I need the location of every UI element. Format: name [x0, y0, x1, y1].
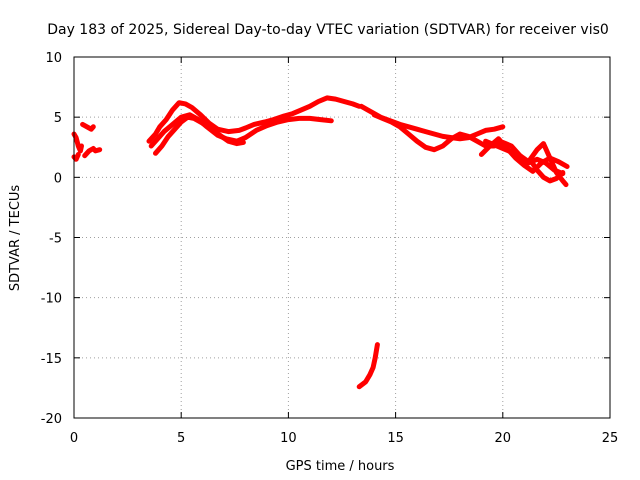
x-tick-label: 10 — [280, 431, 297, 446]
x-tick-label: 25 — [602, 431, 619, 446]
series-seg-early-b — [71, 152, 81, 162]
series-seg-f — [483, 138, 569, 188]
y-tick-label: 5 — [54, 111, 62, 126]
series-seg-outlier — [356, 342, 380, 390]
series-seg-c — [153, 114, 246, 156]
y-tick-label: 0 — [54, 171, 62, 186]
x-tick-label: 5 — [177, 431, 185, 446]
x-tick-label: 15 — [387, 431, 404, 446]
y-tick-label: -5 — [49, 232, 62, 247]
axis-ticks: 0 5 10 15 20 25 -20 -15 -10 -5 0 5 10 — [41, 51, 619, 446]
y-axis-label: SDTVAR / TECUs — [8, 185, 23, 292]
series-seg-d — [358, 103, 506, 142]
series-seg-early-d — [82, 146, 103, 159]
series-seg-early-a — [71, 131, 84, 154]
x-tick-label: 20 — [495, 431, 512, 446]
series-seg-g — [478, 136, 570, 174]
plot-series — [71, 95, 570, 390]
series-seg-early-c — [80, 121, 96, 132]
series-seg-h — [528, 158, 566, 184]
x-tick-label: 0 — [70, 431, 78, 446]
x-axis-label: GPS time / hours — [286, 459, 395, 474]
chart-title: Day 183 of 2025, Sidereal Day-to-day VTE… — [47, 22, 609, 38]
y-tick-label: -20 — [41, 412, 62, 427]
series-seg-a — [146, 95, 362, 144]
y-tick-label: -10 — [41, 292, 62, 307]
y-tick-label: -15 — [41, 352, 62, 367]
grid — [74, 57, 610, 418]
y-tick-label: 10 — [45, 51, 62, 66]
